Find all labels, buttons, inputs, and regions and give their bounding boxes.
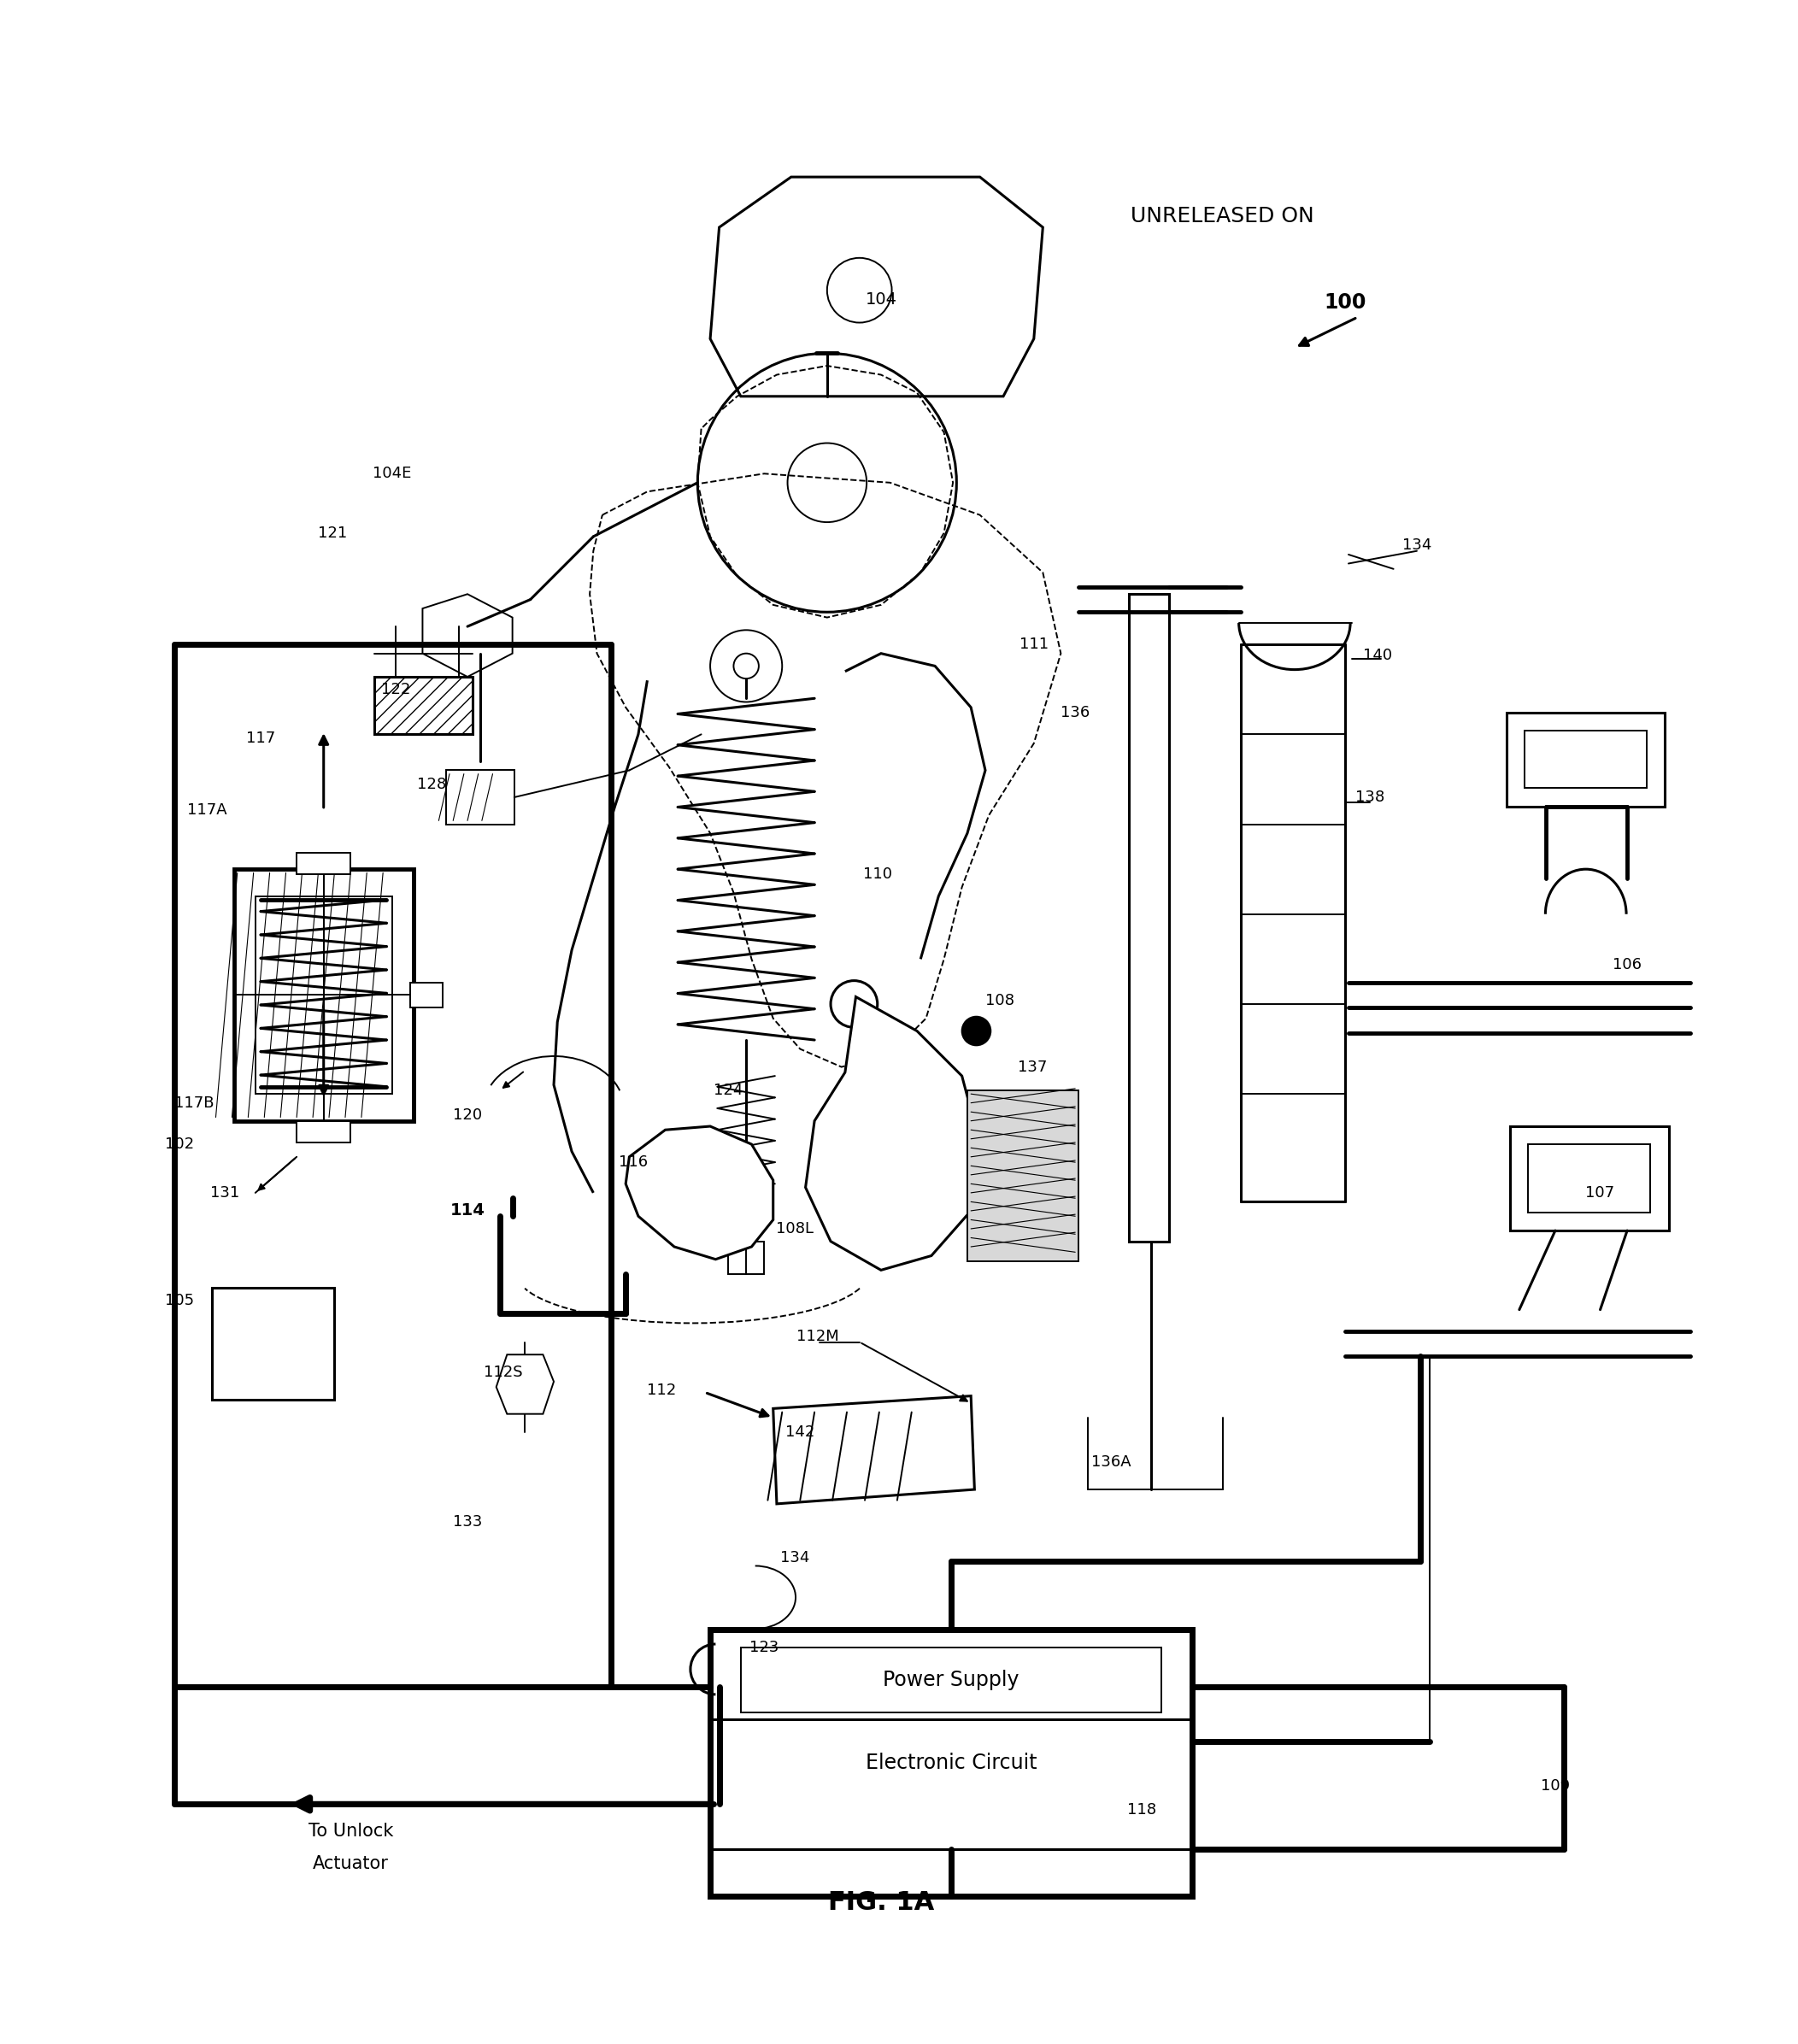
Text: 140: 140	[1363, 648, 1392, 662]
Text: 142: 142	[786, 1425, 814, 1439]
Text: 105: 105	[165, 1294, 194, 1308]
Bar	[297, 852, 351, 875]
Text: UNRELEASED ON: UNRELEASED ON	[1131, 206, 1314, 227]
Polygon shape	[626, 1126, 773, 1259]
Circle shape	[962, 1016, 991, 1044]
Text: 120: 120	[453, 1108, 482, 1124]
Circle shape	[831, 981, 877, 1028]
Text: 136: 136	[1061, 705, 1090, 719]
Text: 116: 116	[619, 1155, 647, 1169]
Text: Power Supply: Power Supply	[883, 1670, 1019, 1690]
Text: 111: 111	[1019, 638, 1048, 652]
Text: 100: 100	[1323, 292, 1366, 313]
Bar	[297, 1120, 351, 1143]
Text: 104E: 104E	[372, 466, 412, 480]
Polygon shape	[773, 1396, 975, 1504]
Bar	[723, 1179, 770, 1220]
Bar	[1510, 1126, 1669, 1230]
Text: 102: 102	[165, 1136, 194, 1153]
Circle shape	[734, 654, 759, 679]
Text: 117: 117	[246, 730, 275, 746]
Bar	[212, 1288, 334, 1400]
Text: 112S: 112S	[484, 1365, 523, 1380]
Bar	[410, 983, 442, 1008]
Bar	[255, 895, 392, 1094]
Bar	[374, 677, 473, 734]
Text: 117B: 117B	[174, 1096, 214, 1110]
Bar	[967, 1089, 1079, 1261]
Text: 131: 131	[210, 1186, 239, 1200]
Text: 110: 110	[863, 867, 892, 883]
Text: 123: 123	[750, 1639, 779, 1656]
Text: 107: 107	[1586, 1186, 1615, 1200]
Text: 106: 106	[1613, 957, 1642, 973]
Text: 108: 108	[985, 993, 1014, 1008]
Bar	[1528, 1145, 1651, 1212]
Bar	[728, 1241, 764, 1273]
Text: To Unlock: To Unlock	[307, 1823, 394, 1840]
Bar	[1525, 732, 1647, 789]
Text: FIG. 1A: FIG. 1A	[827, 1891, 935, 1915]
Text: 134: 134	[1402, 538, 1431, 554]
Bar	[741, 1647, 1162, 1713]
Text: 108L: 108L	[777, 1220, 813, 1237]
Text: 122: 122	[381, 683, 410, 697]
Text: 128: 128	[417, 777, 446, 793]
Bar	[1129, 595, 1169, 1241]
Bar	[1507, 713, 1665, 805]
Text: Actuator: Actuator	[313, 1854, 388, 1872]
Text: 104: 104	[865, 290, 897, 307]
Text: 109: 109	[1541, 1778, 1570, 1795]
Text: 134: 134	[780, 1549, 809, 1566]
Text: 121: 121	[318, 525, 347, 542]
Bar	[710, 1629, 1192, 1895]
Text: 112M: 112M	[797, 1329, 840, 1345]
Bar	[446, 771, 514, 824]
Text: 114: 114	[450, 1202, 485, 1218]
Text: 133: 133	[453, 1515, 482, 1529]
Text: 118: 118	[1127, 1803, 1156, 1817]
Bar	[234, 869, 414, 1120]
Text: 136A: 136A	[1091, 1455, 1131, 1470]
Text: 117A: 117A	[187, 801, 227, 818]
Text: 138: 138	[1356, 789, 1384, 805]
Text: Electronic Circuit: Electronic Circuit	[865, 1752, 1037, 1772]
Text: 124: 124	[714, 1083, 743, 1098]
Text: 112: 112	[647, 1384, 676, 1398]
Polygon shape	[806, 997, 980, 1269]
Text: 137: 137	[1018, 1059, 1046, 1075]
